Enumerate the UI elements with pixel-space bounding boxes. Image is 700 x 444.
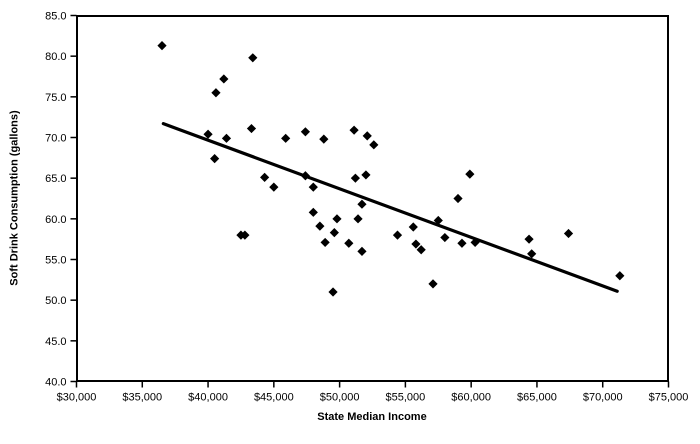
data-point (219, 74, 229, 84)
y-tick-label: 45.0 (45, 336, 66, 348)
data-point (328, 287, 338, 297)
x-tick-label: $60,000 (451, 392, 491, 404)
x-tick-label: $70,000 (583, 392, 623, 404)
data-point (362, 131, 372, 141)
x-axis-tick-labels: $30,000 $35,000 $40,000 $45,000 $50,000 $55,0… (57, 392, 689, 404)
y-tick-label: 75.0 (45, 92, 66, 104)
data-point (563, 228, 574, 239)
data-point (308, 207, 318, 217)
data-point (315, 221, 325, 231)
y-tick-label: 50.0 (45, 295, 66, 307)
data-point (329, 228, 339, 238)
data-point (408, 222, 418, 232)
y-tick-label: 40.0 (45, 377, 66, 389)
data-point (524, 234, 534, 244)
data-point (221, 133, 232, 143)
data-point (465, 169, 475, 179)
x-tick-label: $65,000 (517, 392, 557, 404)
trend-line (161, 122, 619, 293)
y-axis-ticks (70, 14, 77, 383)
data-point (240, 230, 250, 240)
x-tick-label: $35,000 (122, 392, 162, 404)
data-point (300, 127, 311, 137)
data-point (527, 249, 537, 259)
data-point (357, 199, 367, 209)
data-point (369, 140, 379, 150)
data-point (457, 238, 467, 248)
data-point (361, 170, 371, 180)
y-tick-label: 80.0 (45, 51, 66, 63)
data-point (615, 271, 625, 281)
y-axis-title-text: Soft Drink Consumption (gallons) (9, 110, 22, 286)
data-point (440, 232, 450, 243)
data-point (350, 173, 360, 183)
data-point (416, 245, 426, 255)
data-point (281, 133, 291, 143)
y-tick-label: 55.0 (45, 255, 66, 267)
data-point (433, 215, 443, 226)
x-tick-label: $40,000 (188, 392, 228, 404)
data-point (320, 237, 330, 248)
data-point (157, 40, 167, 51)
data-points (157, 40, 625, 297)
y-tick-label: 85.0 (45, 11, 66, 23)
data-point (248, 53, 258, 63)
data-point (210, 154, 220, 164)
data-point (211, 88, 221, 98)
data-point (332, 214, 342, 224)
y-axis-tick-labels: 40.0 45.0 50.0 55.0 60.0 65.0 70.0 75.0 80.0 85.0 (45, 11, 66, 389)
y-tick-label: 70.0 (45, 133, 66, 145)
x-tick-label: $30,000 (57, 392, 97, 404)
data-point (269, 182, 279, 192)
y-tick-label: 60.0 (45, 214, 66, 226)
x-axis-ticks (75, 381, 670, 388)
data-point (300, 171, 311, 181)
data-point (246, 123, 257, 134)
data-point (319, 134, 329, 144)
data-point (260, 172, 270, 182)
x-tick-label: $55,000 (386, 392, 426, 404)
data-point (357, 246, 367, 256)
y-tick-label: 65.0 (45, 173, 66, 185)
data-point (453, 193, 463, 204)
trend-line-group (161, 122, 619, 293)
data-point (344, 238, 354, 248)
data-point (203, 129, 213, 139)
data-point (353, 214, 363, 224)
data-point (411, 239, 421, 249)
data-point (308, 182, 318, 192)
plot-border (76, 15, 669, 382)
x-tick-label: $75,000 (649, 392, 689, 404)
data-point (428, 279, 438, 289)
data-point (392, 230, 403, 240)
x-tick-label: $50,000 (320, 392, 360, 404)
x-tick-label: $45,000 (254, 392, 294, 404)
x-axis-title: State Median Income (317, 411, 427, 423)
data-point (470, 237, 480, 248)
data-point (349, 125, 359, 135)
